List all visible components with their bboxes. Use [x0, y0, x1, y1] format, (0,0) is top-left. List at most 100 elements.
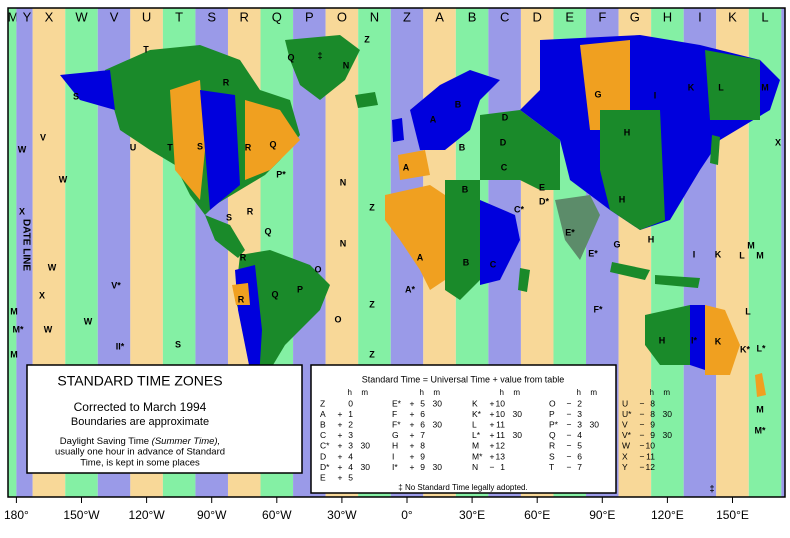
map-zone-label: M	[756, 250, 764, 260]
map-zone-label: K	[688, 82, 695, 92]
zone-letter: T	[175, 9, 183, 24]
map-zone-label: V*	[111, 280, 121, 290]
map-zone-label: Z	[369, 202, 375, 212]
map-zone-label: B	[459, 142, 466, 152]
map-zone-label: K*	[740, 344, 750, 354]
africa-central	[445, 180, 480, 300]
map-zone-label: Q	[269, 139, 276, 149]
zone-code: Q	[549, 430, 556, 440]
map-zone-label: Q	[271, 289, 278, 299]
map-zone-label: X	[19, 206, 25, 216]
minutes: 30	[513, 430, 523, 440]
hours: 4	[577, 430, 582, 440]
zone-code: M*	[472, 451, 483, 461]
sign: +	[410, 430, 415, 440]
zone-letter: L	[761, 9, 768, 24]
hours: 8	[420, 441, 425, 451]
zone-code: E	[320, 472, 326, 482]
europe	[410, 70, 500, 150]
africa-west	[385, 185, 445, 290]
britain	[392, 118, 404, 142]
zone-letter: B	[468, 9, 477, 24]
zone-letter: C	[500, 9, 509, 24]
sign: −	[567, 451, 572, 461]
map-zone-label: O	[334, 314, 341, 324]
minutes: 30	[590, 419, 600, 429]
map-zone-label: S	[73, 91, 79, 101]
zone-code: H	[392, 441, 398, 451]
map-zone-label: M	[10, 349, 18, 359]
eastern-zone	[245, 100, 300, 180]
madagascar	[518, 268, 530, 292]
hours: 2	[577, 398, 582, 408]
map-zone-label: T	[143, 44, 149, 54]
hours: 1	[500, 462, 505, 472]
sign: +	[410, 419, 415, 429]
longitude-label: 180°	[4, 508, 29, 522]
map-zone-label: W	[44, 324, 53, 334]
hours: 3	[348, 430, 353, 440]
india	[555, 195, 600, 260]
zone-letter: O	[337, 9, 347, 24]
minute-header: m	[513, 388, 520, 397]
hours: 3	[577, 419, 582, 429]
hours: 4	[348, 462, 353, 472]
longitude-label: 90°E	[589, 508, 615, 522]
new-zealand	[755, 373, 766, 397]
zone-code: L*	[472, 430, 481, 440]
map-zone-label: N	[340, 177, 347, 187]
zone-code: C	[320, 430, 326, 440]
sign: +	[410, 398, 415, 408]
map-zone-label: N	[343, 60, 350, 70]
sign: −	[640, 409, 645, 419]
longitude-label: 120°E	[651, 508, 684, 522]
zone-code: T	[549, 462, 554, 472]
greenland	[285, 35, 360, 100]
map-zone-label: D	[500, 137, 507, 147]
map-zone-label: M*	[755, 425, 766, 435]
sign: +	[338, 441, 343, 451]
map-zone-label: E*	[565, 227, 575, 237]
zone-code: K	[472, 398, 478, 408]
minutes: 30	[361, 441, 371, 451]
map-zone-label: G	[613, 239, 620, 249]
australia-west	[645, 305, 690, 365]
indonesia	[610, 262, 650, 280]
hours: 11	[646, 451, 655, 461]
sign: +	[410, 451, 415, 461]
hours: 8	[650, 398, 655, 408]
zone-code: W	[622, 441, 630, 451]
map-zone-label: ‡	[709, 483, 714, 493]
zone-letter: U	[142, 9, 151, 24]
zone-code: F	[392, 409, 397, 419]
asia-g-zone	[580, 40, 630, 130]
indonesia-east	[655, 275, 700, 288]
map-zone-label: C	[490, 259, 497, 269]
sign: +	[490, 398, 495, 408]
dst-text: Daylight Saving Time	[60, 436, 149, 447]
sign: +	[490, 430, 495, 440]
map-zone-label: S	[197, 141, 203, 151]
map-zone-label: II*	[116, 341, 125, 351]
title-box: STANDARD TIME ZONES Corrected to March 1…	[26, 364, 303, 474]
zone-letter: V	[110, 9, 119, 24]
map-zone-label: L	[745, 306, 751, 316]
zone-code: X	[622, 451, 628, 461]
longitude-label: 60°W	[262, 508, 292, 522]
sign: −	[490, 462, 495, 472]
zone-code: I*	[392, 462, 398, 472]
hour-header: h	[420, 388, 424, 397]
sign: +	[338, 430, 343, 440]
zone-code: K*	[472, 409, 482, 419]
map-zone-label: T	[167, 142, 173, 152]
date-line-label: DATE LINE	[20, 219, 31, 271]
map-zone-label: K	[715, 336, 722, 346]
zone-code: D	[320, 451, 326, 461]
central-zone	[200, 90, 240, 210]
map-zone-label: X	[775, 137, 781, 147]
map-border	[7, 7, 786, 498]
japan	[710, 135, 720, 165]
map-zone-label: ‡	[317, 50, 322, 60]
zone-letter: D	[533, 9, 542, 24]
